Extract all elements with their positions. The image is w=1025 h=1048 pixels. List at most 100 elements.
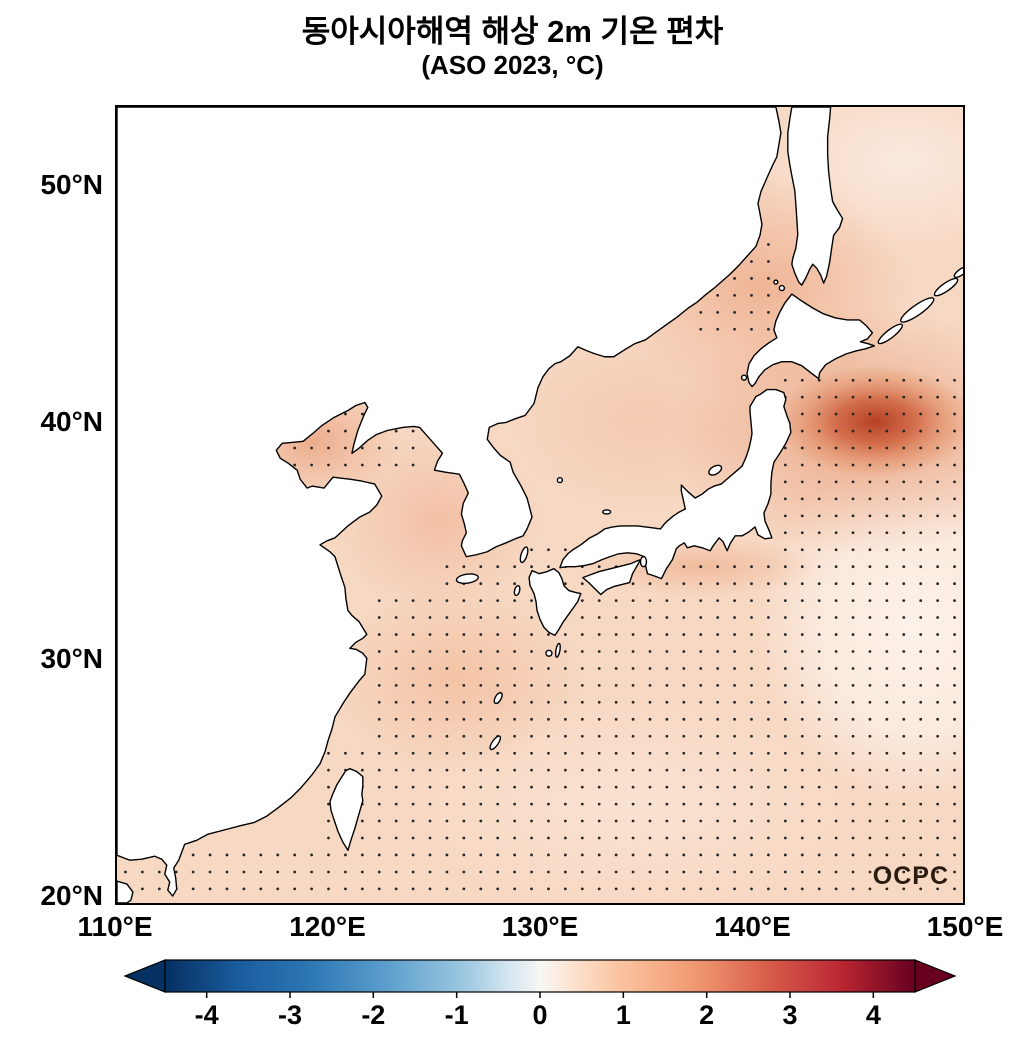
significance-dot	[360, 751, 364, 755]
significance-dot	[851, 429, 855, 433]
significance-dot	[716, 667, 720, 670]
significance-dot	[919, 497, 923, 501]
significance-dot	[817, 616, 821, 619]
significance-dot	[580, 751, 584, 755]
significance-dot	[699, 734, 703, 738]
significance-dot	[377, 768, 381, 772]
significance-dot	[411, 429, 415, 433]
significance-dot	[936, 700, 940, 704]
significance-dot	[547, 734, 550, 738]
significance-dot	[462, 667, 466, 670]
y-tick-label: 30°N	[40, 642, 103, 674]
significance-dot	[834, 836, 838, 840]
significance-dot	[953, 616, 956, 619]
significance-dot	[276, 887, 280, 891]
significance-dot	[783, 717, 787, 721]
significance-dot	[817, 446, 821, 450]
significance-dot	[547, 785, 550, 789]
significance-dot	[699, 870, 703, 874]
significance-dot	[377, 616, 381, 619]
significance-dot	[800, 429, 804, 433]
significance-dot	[699, 599, 703, 603]
colorbar-tick-label: -2	[361, 1000, 386, 1030]
significance-dot	[293, 853, 297, 857]
significance-dot	[817, 480, 821, 484]
significance-dot	[919, 531, 923, 535]
significance-dot	[851, 446, 855, 450]
significance-dot	[547, 717, 550, 721]
significance-dot	[953, 548, 956, 552]
significance-dot	[868, 565, 872, 569]
significance-dot	[411, 463, 415, 467]
significance-dot	[631, 582, 635, 586]
significance-dot	[293, 887, 297, 891]
coastline-hainan	[117, 880, 134, 903]
significance-dot	[919, 836, 923, 840]
significance-dot	[868, 717, 872, 721]
significance-dot	[902, 887, 906, 891]
significance-dot	[614, 870, 618, 874]
significance-dot	[868, 768, 872, 772]
significance-dot	[377, 734, 381, 738]
significance-dot	[733, 616, 736, 619]
significance-dot	[902, 446, 906, 450]
significance-dot	[513, 700, 517, 704]
significance-dot	[902, 548, 906, 552]
significance-dot	[817, 565, 821, 569]
significance-dot	[208, 853, 212, 857]
significance-dot	[479, 599, 483, 603]
significance-dot	[327, 768, 330, 772]
significance-dot	[885, 836, 889, 840]
significance-dot	[513, 599, 517, 603]
significance-dot	[327, 446, 330, 450]
significance-dot	[902, 768, 906, 772]
significance-dot	[953, 514, 956, 518]
significance-dot	[699, 633, 703, 636]
significance-dot	[530, 684, 533, 687]
significance-dot	[919, 480, 923, 484]
significance-dot	[750, 717, 753, 721]
significance-dot	[479, 819, 483, 823]
significance-dot	[682, 717, 686, 721]
significance-dot	[377, 650, 381, 653]
significance-dot	[936, 480, 940, 484]
significance-dot	[851, 667, 855, 670]
significance-dot	[648, 717, 652, 721]
significance-dot	[851, 514, 855, 518]
significance-dot	[868, 616, 872, 619]
significance-dot	[631, 853, 635, 857]
significance-dot	[513, 768, 517, 772]
significance-dot	[851, 480, 855, 484]
significance-dot	[953, 531, 956, 535]
significance-dot	[377, 802, 381, 806]
significance-dot	[563, 633, 567, 636]
significance-dot	[767, 277, 770, 280]
significance-dot	[919, 514, 923, 518]
significance-dot	[394, 446, 398, 450]
significance-dot	[851, 751, 855, 755]
significance-dot	[496, 599, 500, 603]
significance-dot	[750, 734, 753, 738]
map-frame: OCPC	[115, 105, 965, 905]
significance-dot	[936, 785, 940, 789]
significance-dot	[394, 599, 398, 603]
significance-dot	[733, 633, 736, 636]
significance-dot	[936, 768, 940, 772]
significance-dot	[953, 667, 956, 670]
significance-dot	[377, 785, 381, 789]
significance-dot	[665, 633, 669, 636]
significance-dot	[919, 565, 923, 569]
significance-dot	[953, 480, 956, 484]
significance-dot	[411, 768, 415, 772]
significance-dot	[750, 819, 753, 823]
significance-dot	[851, 548, 855, 552]
significance-dot	[682, 633, 686, 636]
significance-dot	[310, 446, 313, 450]
significance-dot	[783, 548, 787, 552]
significance-dot	[411, 667, 415, 670]
x-tick-label: 150°E	[926, 911, 1004, 942]
significance-dot	[851, 734, 855, 738]
significance-dot	[563, 667, 567, 670]
significance-dot	[377, 700, 381, 704]
significance-dot	[377, 684, 381, 687]
